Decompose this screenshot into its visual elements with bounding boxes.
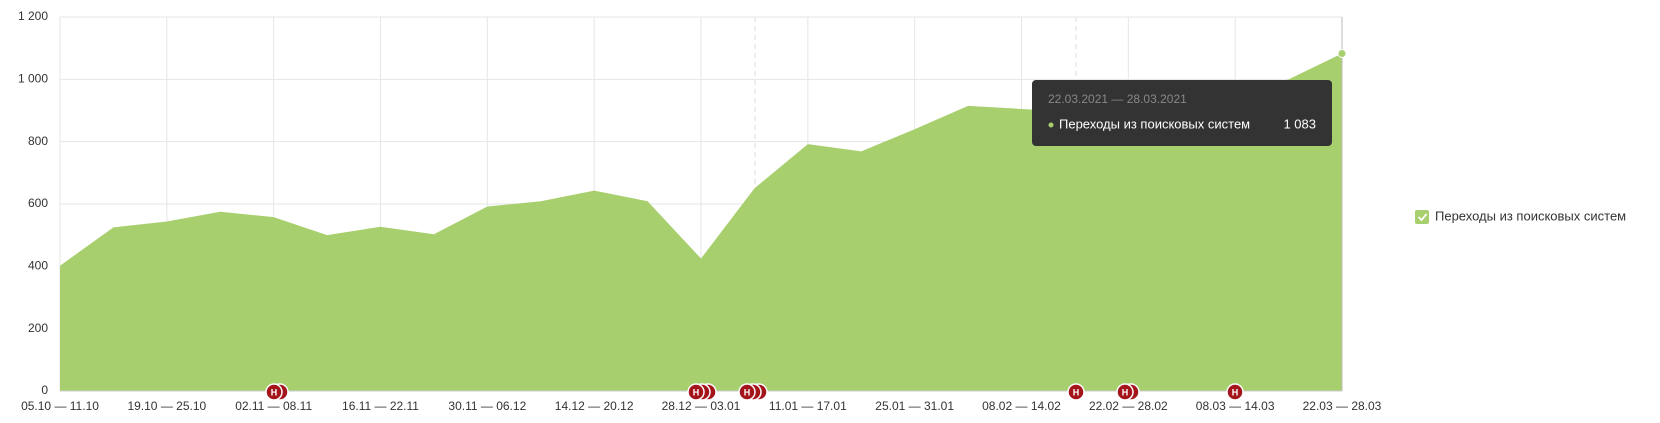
tooltip-period: 22.03.2021 — 28.03.2021	[1048, 92, 1187, 106]
x-tick-label: 05.10 — 11.10	[21, 399, 99, 413]
x-tick-label: 19.10 — 25.10	[127, 399, 206, 413]
tooltip-swatch	[1048, 122, 1054, 128]
area	[60, 53, 1342, 392]
y-tick-label: 600	[28, 196, 48, 210]
x-tick-label: 08.02 — 14.02	[982, 399, 1061, 413]
x-tick-label: 11.01 — 17.01	[769, 399, 847, 413]
annotation-marker	[687, 383, 705, 401]
tooltip-series: Переходы из поисковых систем	[1059, 116, 1250, 131]
y-tick-label: 1 200	[18, 9, 48, 23]
y-tick-label: 200	[28, 321, 48, 335]
annotation-marker	[1067, 383, 1085, 401]
hover-point	[1337, 48, 1347, 58]
y-tick-label: 1 000	[18, 72, 48, 86]
legend-label: Переходы из поисковых систем	[1435, 208, 1626, 223]
tooltip-value: 1 083	[1283, 116, 1316, 131]
x-tick-label: 22.02 — 28.02	[1089, 399, 1168, 413]
x-tick-label: 02.11 — 08.11	[235, 399, 312, 413]
x-tick-label: 08.03 — 14.03	[1196, 399, 1275, 413]
legend-checkbox[interactable]	[1415, 210, 1429, 224]
annotation-label: Н	[271, 387, 278, 397]
annotation-marker	[265, 383, 283, 401]
tooltip-box	[1032, 80, 1332, 146]
y-tick-label: 800	[28, 134, 48, 148]
x-tick-label: 25.01 — 31.01	[875, 399, 954, 413]
x-tick-label: 30.11 — 06.12	[448, 399, 526, 413]
y-tick-label: 0	[41, 383, 48, 397]
annotation-marker	[738, 383, 756, 401]
legend-check	[1417, 213, 1428, 222]
annotation-label: Н	[744, 387, 751, 397]
annotation-label: Н	[1122, 387, 1129, 397]
x-tick-label: 28.12 — 03.01	[662, 399, 741, 413]
annotation-marker	[1226, 383, 1244, 401]
x-tick-label: 22.03 — 28.03	[1303, 399, 1382, 413]
annotation-marker	[1116, 383, 1134, 401]
x-tick-label: 14.12 — 20.12	[555, 399, 634, 413]
y-tick-label: 400	[28, 259, 48, 273]
annotation-label: Н	[693, 387, 700, 397]
annotation-label: Н	[1232, 387, 1239, 397]
annotation-label: Н	[1073, 387, 1080, 397]
x-tick-label: 16.11 — 22.11	[342, 399, 419, 413]
